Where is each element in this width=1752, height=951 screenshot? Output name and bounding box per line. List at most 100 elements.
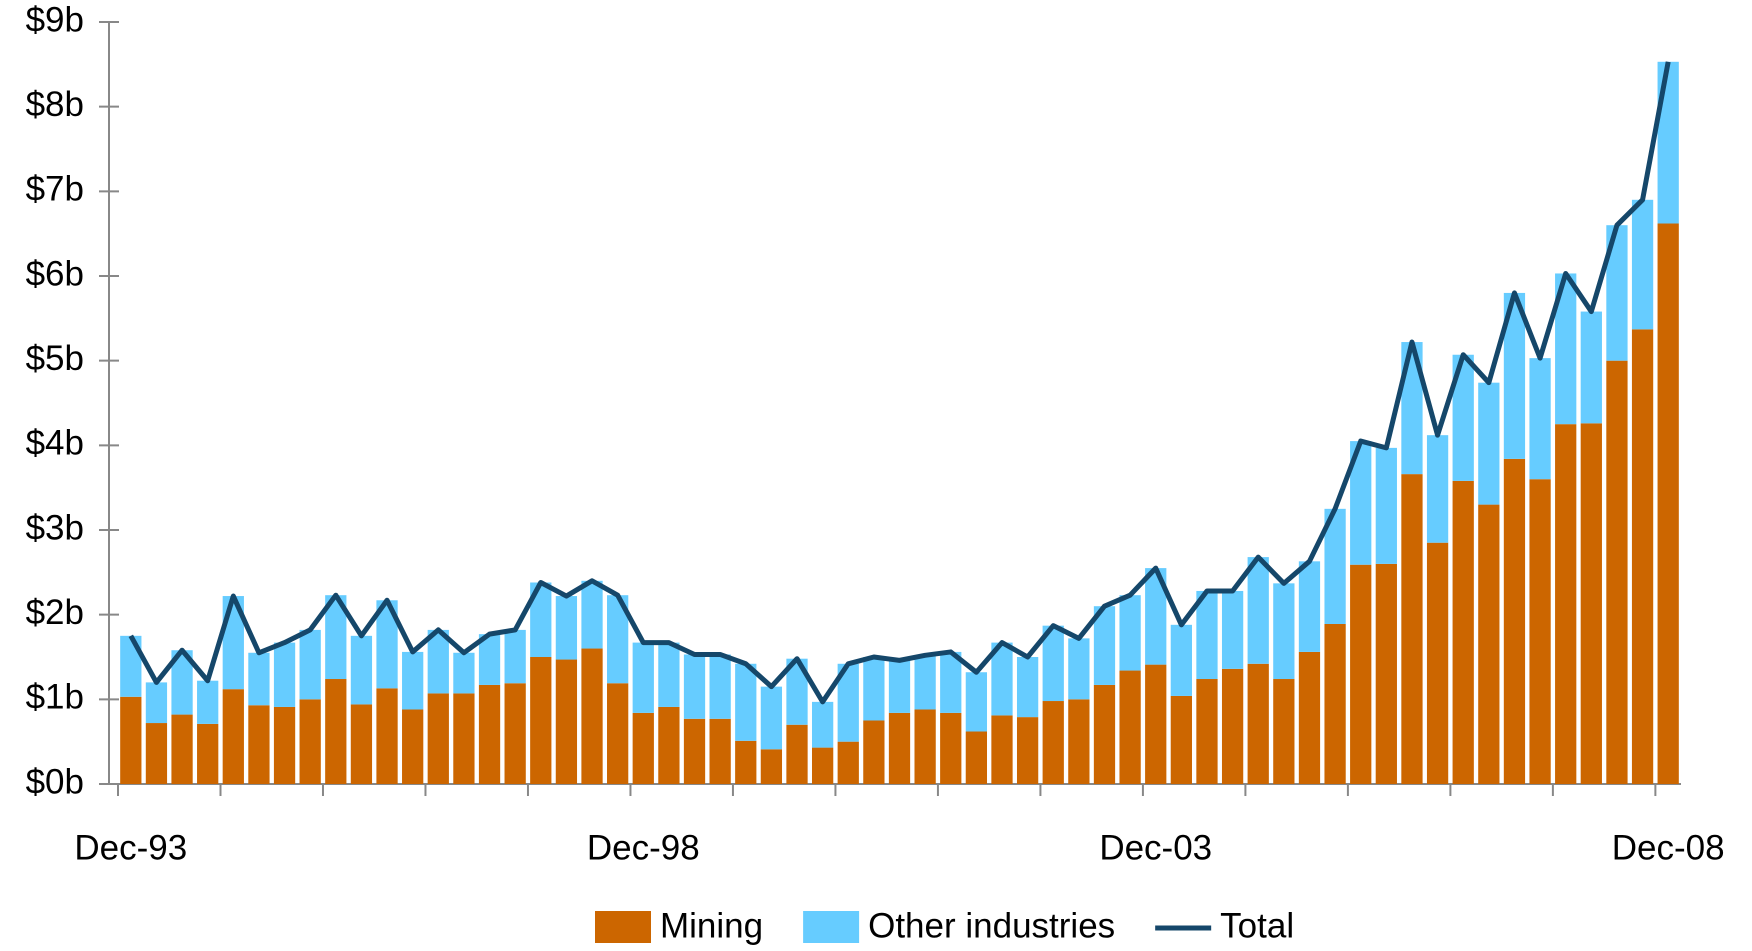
bar-segment bbox=[145, 682, 168, 724]
bar-segment bbox=[1401, 342, 1423, 475]
bar-segment bbox=[1503, 292, 1526, 459]
bar-segment bbox=[1145, 568, 1167, 665]
bar-segment bbox=[581, 648, 603, 784]
bar-segment bbox=[1375, 563, 1397, 784]
bar-segment bbox=[1350, 564, 1372, 784]
bar-segment bbox=[863, 720, 885, 784]
bar-segment bbox=[325, 679, 347, 784]
bar-segment bbox=[607, 595, 629, 684]
bar-segment bbox=[1324, 508, 1346, 624]
bar-segment bbox=[607, 683, 629, 784]
legend-swatch bbox=[803, 911, 860, 943]
legend-label: Other industries bbox=[868, 906, 1115, 945]
y-tick-label: $8b bbox=[26, 85, 84, 124]
x-tick-label: Dec-03 bbox=[1099, 828, 1212, 867]
bar-segment bbox=[530, 582, 552, 657]
bar-segment bbox=[299, 699, 321, 784]
bar-segment bbox=[1529, 479, 1551, 784]
bar-segment bbox=[965, 672, 988, 732]
bar-segment bbox=[120, 635, 142, 697]
bar-segment bbox=[1503, 458, 1526, 784]
bar-segment bbox=[1247, 663, 1269, 784]
y-tick-label: $2b bbox=[26, 593, 84, 632]
y-tick-label: $3b bbox=[26, 508, 84, 547]
bar-segment bbox=[1170, 695, 1192, 784]
bar-segment bbox=[581, 580, 603, 649]
bar-segment bbox=[760, 749, 783, 784]
bar-segment bbox=[145, 723, 168, 784]
bar-segment bbox=[1606, 225, 1628, 361]
bar-segment bbox=[1145, 664, 1167, 784]
bar-segment bbox=[376, 600, 398, 689]
bar-segment bbox=[888, 712, 911, 784]
bar-segment bbox=[1119, 595, 1141, 671]
bar-segment bbox=[760, 686, 783, 750]
bar-segment bbox=[1350, 441, 1372, 565]
bar-segment bbox=[811, 747, 834, 784]
bar-segment bbox=[325, 595, 347, 680]
bar-segment bbox=[940, 712, 962, 784]
bar-segment bbox=[120, 696, 142, 784]
bar-segment bbox=[1042, 701, 1064, 784]
bar-segment bbox=[1478, 504, 1500, 784]
bar-segment bbox=[1093, 606, 1116, 685]
legend-swatch bbox=[595, 911, 651, 943]
bar-segment bbox=[658, 706, 680, 784]
bar-segment bbox=[1555, 273, 1577, 425]
bar-segment bbox=[811, 701, 834, 748]
bar-segment bbox=[1324, 623, 1346, 784]
bar-segment bbox=[1221, 590, 1244, 669]
y-tick-label: $0b bbox=[26, 762, 84, 801]
bar-segment bbox=[478, 684, 501, 784]
bar-segment bbox=[1426, 542, 1449, 784]
bar-segment bbox=[863, 657, 885, 721]
bar-segment bbox=[991, 715, 1013, 784]
bar-segment bbox=[1580, 423, 1602, 784]
bar-segment bbox=[555, 596, 578, 660]
bar-segment bbox=[1170, 624, 1192, 696]
bar-segment bbox=[735, 663, 757, 741]
bar-segment bbox=[1042, 625, 1064, 702]
bar-segment bbox=[1452, 354, 1474, 481]
bar-segment bbox=[1529, 358, 1551, 480]
bar-segment bbox=[273, 642, 296, 707]
bar-segment bbox=[683, 718, 706, 784]
bar-segment bbox=[478, 634, 501, 685]
bar-segment bbox=[709, 718, 731, 784]
bar-segment bbox=[1631, 329, 1654, 784]
bar-segment bbox=[1657, 223, 1679, 785]
legend-label: Mining bbox=[660, 906, 763, 945]
bar-segment bbox=[1375, 447, 1397, 564]
bar-segment bbox=[1426, 435, 1449, 543]
bar-segment bbox=[1273, 583, 1295, 680]
y-tick-label: $6b bbox=[26, 254, 84, 293]
bar-segment bbox=[427, 693, 449, 784]
bar-segment bbox=[555, 659, 578, 784]
bar-segment bbox=[914, 655, 936, 710]
bar-segment bbox=[197, 680, 219, 724]
y-tick-label: $5b bbox=[26, 339, 84, 378]
bar-segment bbox=[1221, 668, 1244, 784]
bar-segment bbox=[402, 709, 424, 784]
bar-segment bbox=[1478, 382, 1500, 505]
bar-segment bbox=[1631, 199, 1654, 330]
x-tick-label: Dec-98 bbox=[587, 828, 700, 867]
bar-segment bbox=[914, 709, 936, 784]
bar-segment bbox=[299, 629, 321, 700]
bar-segment bbox=[683, 654, 706, 719]
bar-segment bbox=[197, 723, 219, 784]
bar-segment bbox=[1196, 679, 1218, 784]
bar-segment bbox=[1196, 590, 1218, 680]
bar-segment bbox=[786, 658, 808, 725]
legend-label: Total bbox=[1220, 906, 1294, 945]
bar-segment bbox=[350, 704, 373, 784]
bar-segment bbox=[427, 629, 449, 694]
bar-segment bbox=[837, 663, 859, 742]
bar-segment bbox=[940, 651, 962, 713]
x-tick-label: Dec-93 bbox=[74, 828, 187, 867]
bar-segment bbox=[273, 706, 296, 784]
bar-segment bbox=[453, 693, 475, 784]
bar-segment bbox=[837, 741, 859, 784]
bar-segment bbox=[991, 642, 1013, 716]
